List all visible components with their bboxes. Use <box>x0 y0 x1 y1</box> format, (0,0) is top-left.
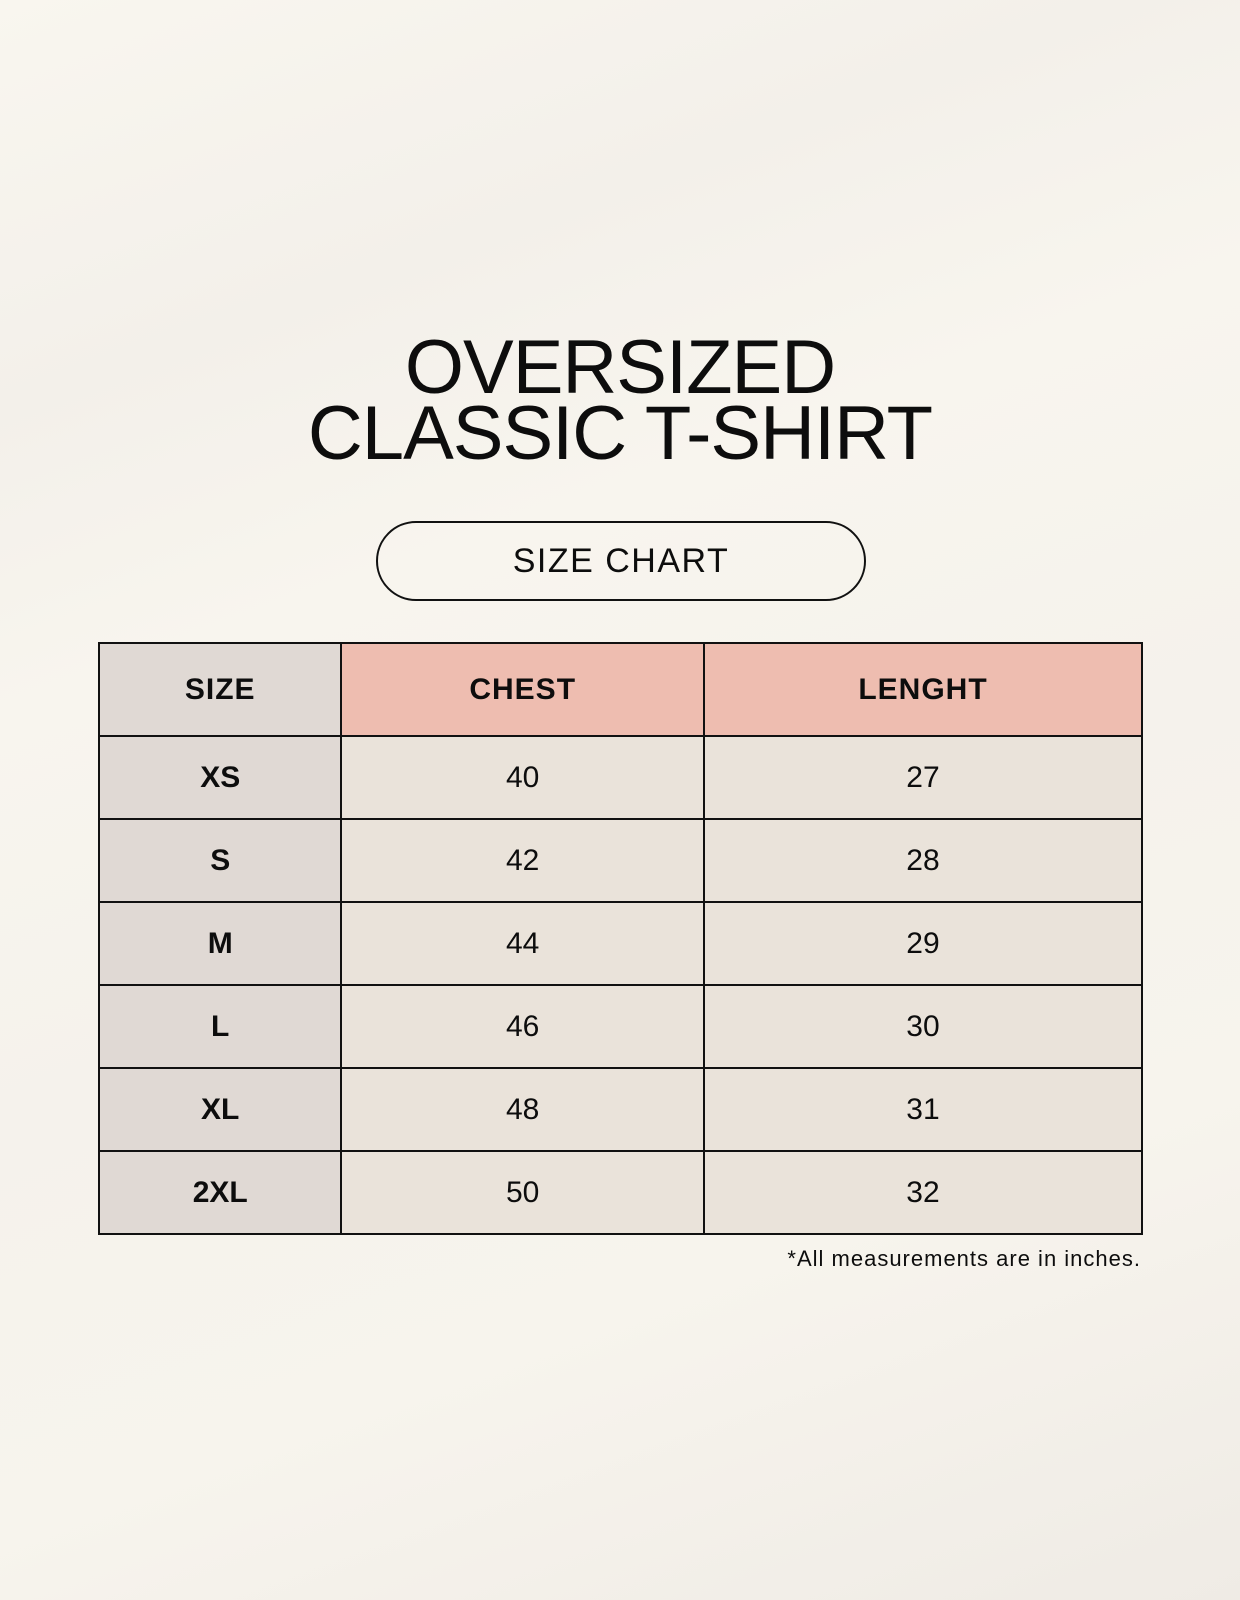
cell-size: L <box>97 984 343 1069</box>
cell-length: 28 <box>702 818 1144 903</box>
cell-chest: 50 <box>340 1150 705 1235</box>
size-table: SIZE CHEST LENGHT XS 40 27 S 42 28 M 44 29 L 46 30 X… <box>97 642 1144 1235</box>
cell-chest: 46 <box>340 984 705 1069</box>
cell-chest: 48 <box>340 1067 705 1152</box>
cell-chest: 42 <box>340 818 705 903</box>
header-length: LENGHT <box>702 642 1144 737</box>
title-line-2: CLASSIC T-SHIRT <box>307 391 933 476</box>
cell-size: XL <box>97 1067 343 1152</box>
cell-size: M <box>97 901 343 986</box>
cell-length: 30 <box>702 984 1144 1069</box>
cell-length: 32 <box>702 1150 1144 1235</box>
table-row: XL 48 31 <box>97 1067 1144 1152</box>
header-size: SIZE <box>97 642 343 737</box>
table-row: M 44 29 <box>97 901 1144 986</box>
size-chart-badge: SIZE CHART <box>376 521 866 601</box>
cell-size: 2XL <box>97 1150 343 1235</box>
cell-size: XS <box>97 735 343 820</box>
cell-chest: 44 <box>340 901 705 986</box>
table-row: L 46 30 <box>97 984 1144 1069</box>
cell-chest: 40 <box>340 735 705 820</box>
footnote: *All measurements are in inches. <box>787 1246 1141 1271</box>
table-row: 2XL 50 32 <box>97 1150 1144 1235</box>
cell-length: 31 <box>702 1067 1144 1152</box>
cell-size: S <box>97 818 343 903</box>
cell-length: 27 <box>702 735 1144 820</box>
cell-length: 29 <box>702 901 1144 986</box>
table-header-row: SIZE CHEST LENGHT <box>97 642 1144 737</box>
header-chest: CHEST <box>340 642 705 737</box>
title-line-1: OVERSIZED <box>404 325 836 410</box>
page-title: OVERSIZED CLASSIC T-SHIRT <box>0 325 1240 476</box>
table-row: S 42 28 <box>97 818 1144 903</box>
table-row: XS 40 27 <box>97 735 1144 820</box>
